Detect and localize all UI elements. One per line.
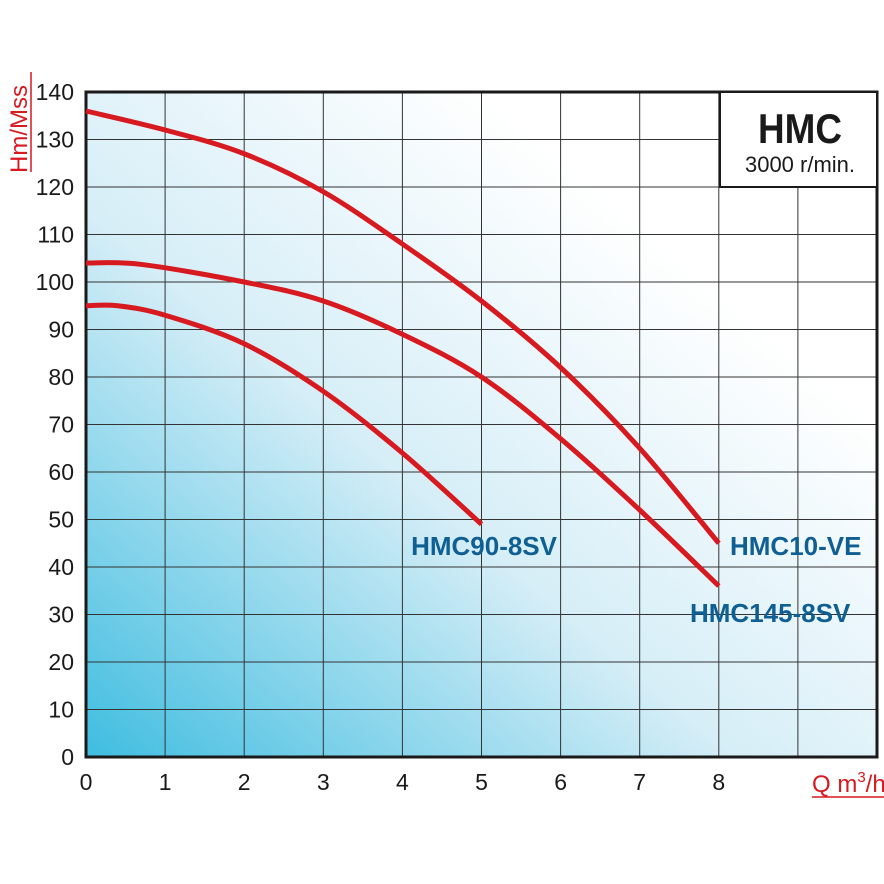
- y-tick-label: 70: [48, 412, 74, 438]
- plot-border: [84, 90, 879, 759]
- x-tick-label: 8: [712, 769, 725, 795]
- y-tick-label: 20: [48, 649, 74, 675]
- x-axis-label: Q m3/h: [812, 769, 884, 798]
- y-axis-label: Hm/Mss: [6, 72, 33, 173]
- x-tick-label: 6: [554, 769, 567, 795]
- y-tick-label: 100: [36, 269, 74, 295]
- y-tick-label: 50: [48, 507, 74, 533]
- x-tick-label: 5: [475, 769, 488, 795]
- series-label: HMC90-8SV: [411, 531, 558, 561]
- y-tick-label: 60: [48, 459, 74, 485]
- series-label: HMC10-VE: [730, 531, 861, 561]
- y-tick-label: 10: [48, 697, 74, 723]
- y-tick-label: 90: [48, 317, 74, 343]
- x-tick-label: 7: [633, 769, 646, 795]
- chart-subtitle: 3000 r/min.: [745, 152, 855, 177]
- legend-box: HMC 3000 r/min.: [719, 91, 878, 188]
- y-tick-label: 80: [48, 364, 74, 390]
- x-tick-label: 4: [396, 769, 409, 795]
- y-tick-label: 120: [36, 174, 74, 200]
- x-tick-label: 0: [80, 769, 93, 795]
- svg-text:Q m3/h: Q m3/h: [812, 769, 884, 798]
- series-line-hmc10-ve: [85, 108, 721, 545]
- y-tick-label: 30: [48, 602, 74, 628]
- y-tick-label: 40: [48, 554, 74, 580]
- x-tick-label: 2: [238, 769, 251, 795]
- y-tick-label: 110: [37, 222, 74, 248]
- y-tick-label: 140: [36, 79, 74, 105]
- chart-title: HMC: [758, 105, 842, 152]
- x-tick-label: 1: [159, 769, 172, 795]
- y-tick-label: 130: [36, 127, 74, 153]
- series-line-hmc90-8sv: [85, 302, 484, 527]
- svg-text:Hm/Mss: Hm/Mss: [6, 85, 33, 173]
- y-tick-label: 0: [61, 744, 74, 770]
- series-label: HMC145-8SV: [690, 598, 851, 628]
- grid: [86, 92, 877, 757]
- series-line-hmc145-8sv: [85, 260, 721, 588]
- x-tick-label: 3: [317, 769, 330, 795]
